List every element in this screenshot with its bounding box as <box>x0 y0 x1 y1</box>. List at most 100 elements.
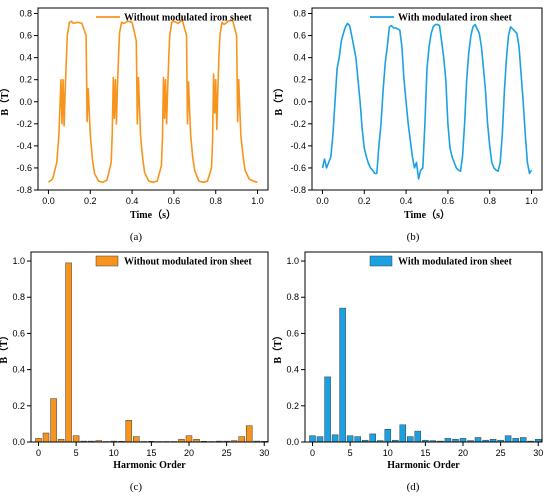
x-tick-label: 0.8 <box>209 196 222 206</box>
y-tick-label: 0.0 <box>293 97 306 107</box>
y-tick-label: 0.2 <box>293 75 306 85</box>
bar-d-order-20 <box>459 438 467 443</box>
y-tick-label: 0.4 <box>12 365 25 375</box>
bar-c-order-28 <box>245 425 253 443</box>
panel-caption-a: (a) <box>130 231 143 243</box>
y-tick-label: -0.2 <box>290 119 306 129</box>
y-tick-label: 0.8 <box>293 9 306 19</box>
y-tick-label: 0.8 <box>19 9 32 19</box>
legend-label-c: Without modulated iron sheet <box>124 257 252 268</box>
bar-c-order-2 <box>50 398 57 443</box>
x-tick-label: 0 <box>36 448 41 458</box>
y-tick-label: -0.6 <box>16 163 32 173</box>
legend-label-b: With modulated iron sheet <box>398 13 512 24</box>
plot-frame-b <box>311 7 543 191</box>
y-tick-label: 0.0 <box>12 437 25 447</box>
bar-d-order-2 <box>324 376 331 443</box>
x-tick-label: 0 <box>310 448 315 458</box>
bar-d-order-3 <box>331 434 339 443</box>
chart-b: With modulated iron sheet 0.0 0.2 0.4 0.6 0.8… <box>272 7 543 243</box>
legend-label-a: Without modulated iron sheet <box>124 13 252 24</box>
x-tick-label: 0.4 <box>126 196 139 206</box>
panel-caption-c: (c) <box>130 481 143 493</box>
x-tick-label: 30 <box>259 448 269 458</box>
legend-label-d: With modulated iron sheet <box>398 257 512 268</box>
bar-d-order-10 <box>384 429 392 443</box>
y-axis-label-c: B（T） <box>0 330 10 363</box>
y-tick-label: 0.6 <box>19 31 32 41</box>
x-tick-label: 0.4 <box>400 196 413 206</box>
y-tick-label: 0.2 <box>19 75 32 85</box>
bar-d-order-22 <box>474 437 482 443</box>
y-tick-label: 0.8 <box>286 292 299 302</box>
bar-c-order-4 <box>65 262 72 443</box>
legend-swatch-c <box>95 255 119 267</box>
x-tick-label: 0.0 <box>42 196 55 206</box>
y-tick-label: -0.8 <box>16 185 32 195</box>
y-tick-label: 0.6 <box>286 328 299 338</box>
bar-d-order-8 <box>369 433 376 443</box>
x-tick-label: 15 <box>146 448 156 458</box>
x-tick-label: 15 <box>420 448 430 458</box>
y-tick-label: 1.0 <box>286 256 299 266</box>
y-tick-label: 0.8 <box>12 292 25 302</box>
x-tick-label: 0.0 <box>316 196 329 206</box>
bar-d-order-26 <box>504 435 512 443</box>
x-axis-label-d: Harmonic Order <box>387 460 460 471</box>
series-line-a <box>47 19 258 184</box>
x-tick-label: 0.6 <box>168 196 181 206</box>
chart-a: Without modulated iron sheet 0.0 0.2 0.4 0.6… <box>0 7 269 243</box>
x-tick-label: 25 <box>222 448 232 458</box>
y-tick-label: 0.0 <box>19 97 32 107</box>
bar-c-order-27 <box>238 436 245 443</box>
bar-d-order-27 <box>512 438 519 443</box>
bar-d-order-6 <box>354 436 361 443</box>
bar-d-order-28 <box>519 437 527 443</box>
x-tick-label: 1.0 <box>251 196 264 206</box>
bar-d-order-14 <box>414 430 422 443</box>
y-axis-label-a: B（T） <box>0 82 11 115</box>
y-tick-label: -0.2 <box>16 119 32 129</box>
x-tick-label: 0.2 <box>84 196 97 206</box>
x-tick-label: 20 <box>184 448 194 458</box>
y-tick-label: 0.4 <box>286 365 299 375</box>
x-tick-label: 10 <box>109 448 119 458</box>
bar-c-order-5 <box>72 435 80 443</box>
y-tick-label: -0.6 <box>290 163 306 173</box>
x-tick-label: 25 <box>496 448 506 458</box>
x-tick-label: 0.8 <box>483 196 496 206</box>
x-tick-label: 0.6 <box>442 196 455 206</box>
chart-c: Without modulated iron sheet 0 5 10 15 20 25 30… <box>0 251 269 493</box>
bar-d-order-0 <box>309 435 316 443</box>
y-axis-label-d: B（T） <box>271 330 284 363</box>
bar-c-order-12 <box>125 420 133 443</box>
x-tick-label: 1.0 <box>525 196 538 206</box>
bar-c-order-20 <box>185 435 193 443</box>
panel-caption-b: (b) <box>407 231 420 243</box>
bar-d-order-5 <box>346 435 354 443</box>
bar-d-order-12 <box>399 424 407 443</box>
y-tick-label: 0.4 <box>19 53 32 63</box>
x-axis-label-a: Time（s） <box>130 208 176 221</box>
y-tick-label: -0.4 <box>16 141 32 151</box>
plot-frame-a <box>37 7 269 191</box>
bar-c-order-1 <box>42 432 50 443</box>
bar-d-order-4 <box>339 307 346 443</box>
x-axis-label-b: Time（s） <box>404 208 450 221</box>
plot-frame-c <box>30 251 269 443</box>
legend-swatch-d <box>369 255 393 267</box>
x-tick-label: 0.2 <box>358 196 371 206</box>
bar-d-order-13 <box>407 436 414 443</box>
x-tick-label: 10 <box>383 448 393 458</box>
y-tick-label: 0.2 <box>12 401 25 411</box>
y-tick-label: 0.0 <box>286 437 299 447</box>
bar-d-order-1 <box>316 436 324 443</box>
y-tick-label: -0.4 <box>290 141 306 151</box>
chart-d: With modulated iron sheet 0 5 10 15 20 25 30 0.0… <box>271 251 543 493</box>
y-tick-label: 0.4 <box>293 53 306 63</box>
y-tick-label: 0.6 <box>12 328 25 338</box>
y-tick-label: 1.0 <box>12 256 25 266</box>
bar-c-order-0 <box>35 438 42 443</box>
x-tick-label: 20 <box>458 448 468 458</box>
